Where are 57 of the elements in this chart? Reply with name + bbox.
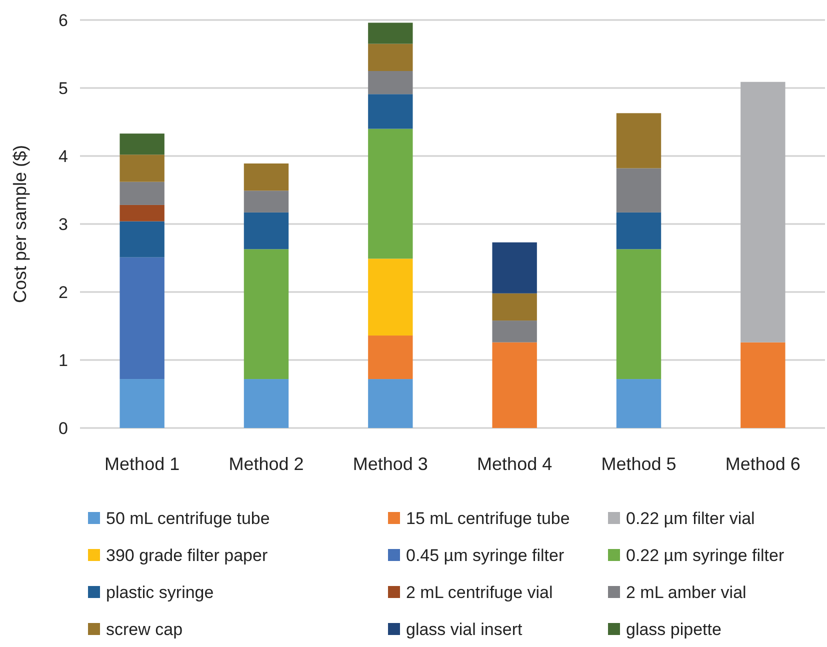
legend-label: glass pipette xyxy=(626,620,722,639)
legend-label: 15 mL centrifuge tube xyxy=(406,508,570,528)
bar xyxy=(368,379,413,428)
bar xyxy=(616,249,662,380)
y-tick-label: 6 xyxy=(58,10,68,30)
bar xyxy=(492,242,537,294)
bar xyxy=(244,163,289,191)
y-tick-label: 4 xyxy=(58,146,68,166)
bar xyxy=(120,257,164,380)
bar xyxy=(120,221,164,258)
legend-label: 0.22 µm filter vial xyxy=(626,508,755,528)
x-tick-label: Method 5 xyxy=(601,454,676,474)
bar xyxy=(368,128,413,259)
x-tick-label: Method 6 xyxy=(725,454,800,474)
bar xyxy=(120,204,164,222)
bar xyxy=(244,190,289,212)
x-tick-label: Method 4 xyxy=(477,454,552,474)
legend-label: 50 mL centrifuge tube xyxy=(106,508,270,528)
bar xyxy=(616,168,662,212)
bar xyxy=(616,212,662,250)
bar xyxy=(492,320,537,342)
bar xyxy=(368,22,413,44)
bar xyxy=(368,94,413,129)
legend-label: screw cap xyxy=(106,620,183,639)
legend-label: 390 grade filter paper xyxy=(106,546,268,565)
bar xyxy=(740,342,786,428)
bar xyxy=(616,379,662,428)
bar xyxy=(244,212,289,250)
legend-label: 0.22 µm syringe filter xyxy=(626,546,784,565)
x-tick-label: Method 1 xyxy=(104,454,180,474)
bar xyxy=(120,154,164,182)
x-tick-label: Method 3 xyxy=(352,454,428,474)
y-tick-label: 5 xyxy=(58,78,68,98)
bar xyxy=(120,182,164,205)
bar xyxy=(368,336,413,380)
y-tick-label: 0 xyxy=(58,418,68,438)
bar xyxy=(368,258,413,336)
y-tick-label: 3 xyxy=(58,214,68,234)
bar xyxy=(120,379,164,428)
bar xyxy=(616,113,662,168)
bar xyxy=(492,293,537,321)
bar xyxy=(120,134,164,155)
bar xyxy=(492,342,537,428)
bar xyxy=(368,71,413,94)
legend-label: 2 mL centrifuge vial xyxy=(406,582,553,602)
legend-label: plastic syringe xyxy=(106,582,214,602)
bar xyxy=(368,44,413,71)
legend-label: 0.45 µm syringe filter xyxy=(406,546,564,565)
bar xyxy=(244,249,289,380)
bar xyxy=(740,82,786,342)
y-axis-title: Cost per sample ($) xyxy=(10,144,30,304)
x-tick-label: Method 2 xyxy=(228,454,304,474)
legend-label: glass vial insert xyxy=(406,620,522,639)
y-tick-label: 2 xyxy=(58,282,68,302)
bar xyxy=(244,379,289,428)
legend-label: 2 mL amber vial xyxy=(626,582,746,602)
y-tick-label: 1 xyxy=(58,350,68,370)
